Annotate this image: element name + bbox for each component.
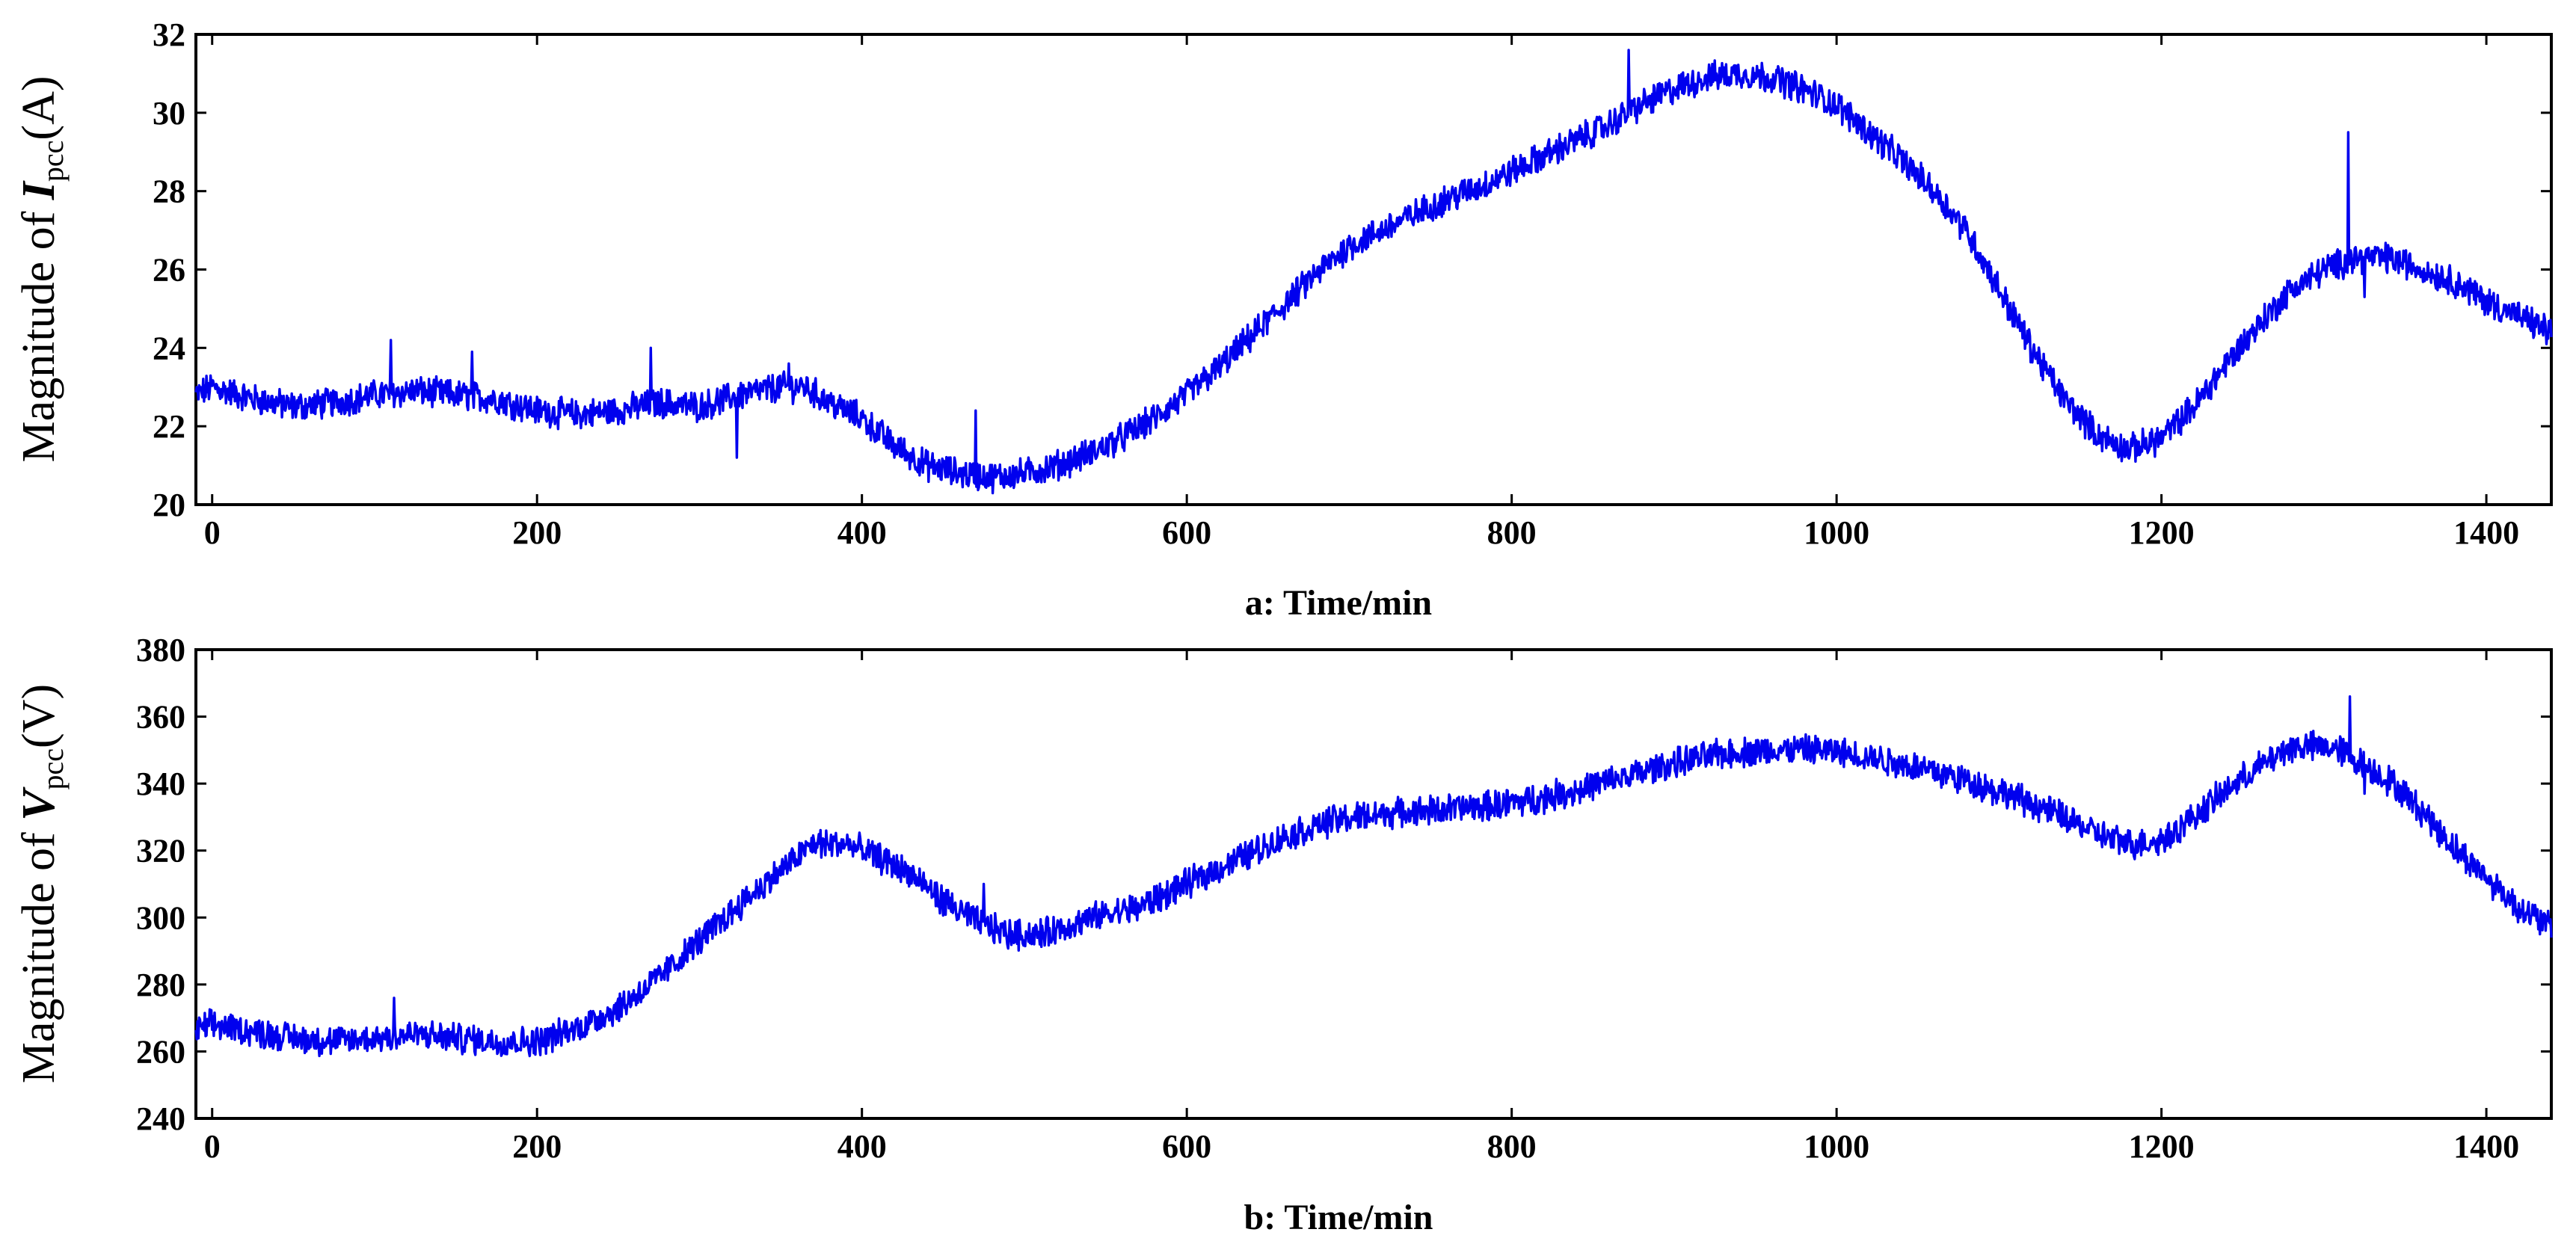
current-y-tick-label: 26 <box>153 252 185 289</box>
current-x-tick-label: 400 <box>837 514 887 551</box>
voltage-y-tick-label: 300 <box>136 899 185 936</box>
voltage-x-tick-label: 1000 <box>1804 1128 1869 1165</box>
voltage-y-tick-label: 320 <box>136 833 185 869</box>
current-y-tick-label: 24 <box>153 330 185 366</box>
voltage-y-tick-label: 280 <box>136 967 185 1003</box>
voltage-series-line <box>194 695 2553 1058</box>
voltage-y-tick-label: 260 <box>136 1033 185 1070</box>
voltage-x-ticks: 0 200 400 600 800 1000 1200 1400 <box>204 650 2519 1165</box>
voltage-y-axis-label: Magnitude of Vpcc(V) <box>13 684 70 1083</box>
voltage-x-tick-label: 400 <box>837 1128 887 1165</box>
current-y-tick-label: 20 <box>153 487 185 523</box>
voltage-y-ticks: 240 260 280 300 320 340 360 380 <box>136 632 2551 1137</box>
current-series-line <box>194 49 2553 495</box>
current-y-axis-label: Magnitude of Ipcc(A) <box>13 76 70 463</box>
voltage-x-tick-label: 1400 <box>2453 1128 2519 1165</box>
voltage-plot-frame <box>194 648 2553 1120</box>
current-y-tick-label: 28 <box>153 173 185 210</box>
current-y-tick-label: 32 <box>153 16 185 53</box>
voltage-x-tick-label: 0 <box>204 1128 221 1165</box>
voltage-x-tick-label: 200 <box>512 1128 562 1165</box>
current-y-ticks: 20 22 24 26 28 30 32 <box>153 16 2551 523</box>
current-x-tick-label: 1200 <box>2129 514 2195 551</box>
voltage-x-axis-caption: b: Time/min <box>1244 1198 1433 1237</box>
voltage-y-tick-label: 240 <box>136 1100 185 1137</box>
voltage-y-tick-label: 380 <box>136 632 185 668</box>
voltage-y-tick-label: 340 <box>136 766 185 802</box>
current-x-ticks: 0 200 400 600 800 1000 1200 1400 <box>204 34 2519 551</box>
current-x-tick-label: 600 <box>1162 514 1211 551</box>
current-y-tick-label: 30 <box>153 95 185 132</box>
current-x-axis-caption: a: Time/min <box>1245 583 1432 623</box>
current-plot-frame <box>194 33 2553 506</box>
current-chart-panel: 20 22 24 26 28 30 32 0 200 400 600 800 1000 1200 1400… <box>13 16 2553 623</box>
current-y-tick-label: 22 <box>153 408 185 445</box>
voltage-x-tick-label: 600 <box>1162 1128 1211 1165</box>
current-x-tick-label: 800 <box>1487 514 1537 551</box>
current-x-tick-label: 1400 <box>2453 514 2519 551</box>
voltage-x-tick-label: 800 <box>1487 1128 1537 1165</box>
current-x-tick-label: 1000 <box>1804 514 1869 551</box>
current-x-tick-label: 0 <box>204 514 221 551</box>
voltage-y-tick-label: 360 <box>136 699 185 736</box>
voltage-x-tick-label: 1200 <box>2129 1128 2195 1165</box>
voltage-chart-panel: 240 260 280 300 320 340 360 380 0 200 400 600 800 10… <box>13 632 2553 1237</box>
current-x-tick-label: 200 <box>512 514 562 551</box>
